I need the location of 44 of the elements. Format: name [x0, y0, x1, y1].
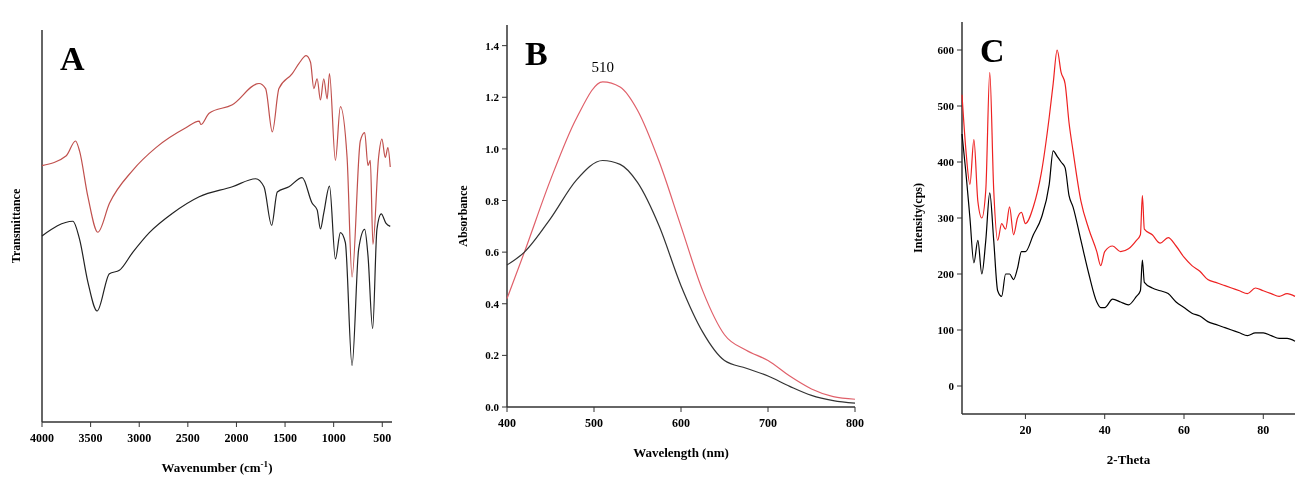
y-tick-label: 0.0 — [485, 401, 500, 413]
annotation: B — [525, 35, 548, 72]
x-tick-label: 700 — [759, 416, 777, 430]
y-tick-label: 1.2 — [485, 91, 500, 104]
x-axis-title: 2-Theta — [1106, 452, 1151, 467]
y-tick-label: 1.0 — [485, 142, 500, 155]
y-tick-label: 0.2 — [485, 349, 500, 362]
y-axis-title: Transmittance — [9, 188, 23, 264]
x-tick-label: 500 — [373, 431, 392, 445]
y-tick-label: 0.4 — [485, 297, 500, 310]
x-tick-label: 500 — [585, 416, 603, 430]
annotation: A — [60, 40, 85, 77]
x-tick-label: 40 — [1098, 423, 1111, 437]
y-tick-label: 600 — [937, 44, 955, 56]
x-tick-label: 60 — [1178, 423, 1190, 437]
x-axis-title: Wavenumber (cm$^{-1}$) — [161, 459, 273, 475]
x-tick-label: 800 — [846, 416, 864, 430]
y-tick-label: 0.8 — [485, 194, 500, 207]
x-tick-label: 80 — [1257, 423, 1270, 437]
x-tick-label: 20 — [1019, 423, 1032, 437]
x-tick-label: 1500 — [273, 431, 298, 445]
x-axis-title: Wavelength (nm) — [633, 445, 729, 460]
y-tick-label: 500 — [937, 100, 955, 112]
x-tick-label: 3000 — [127, 431, 152, 445]
y-tick-label: 0 — [948, 380, 955, 392]
annotation: C — [980, 32, 1005, 69]
y-tick-label: 0.6 — [485, 246, 500, 259]
line-series — [506, 81, 856, 400]
x-tick-label: 2500 — [175, 431, 200, 445]
y-axis-title: Absorbance — [456, 184, 470, 247]
y-tick-label: 100 — [937, 324, 955, 336]
annotation: 510 — [591, 58, 614, 75]
y-axis-title: Intensity(cps) — [911, 182, 925, 254]
x-tick-label: 3500 — [78, 431, 103, 445]
x-tick-label: 600 — [672, 416, 690, 430]
y-tick-label: 1.4 — [485, 39, 500, 52]
y-tick-label: 300 — [937, 212, 955, 224]
y-tick-label: 200 — [937, 268, 955, 280]
x-tick-label: 400 — [498, 416, 516, 430]
x-tick-label: 2000 — [224, 431, 249, 445]
x-tick-label: 1000 — [321, 431, 346, 445]
y-tick-label: 400 — [937, 156, 955, 168]
x-tick-label: 4000 — [30, 431, 54, 445]
line-series — [961, 133, 1296, 342]
